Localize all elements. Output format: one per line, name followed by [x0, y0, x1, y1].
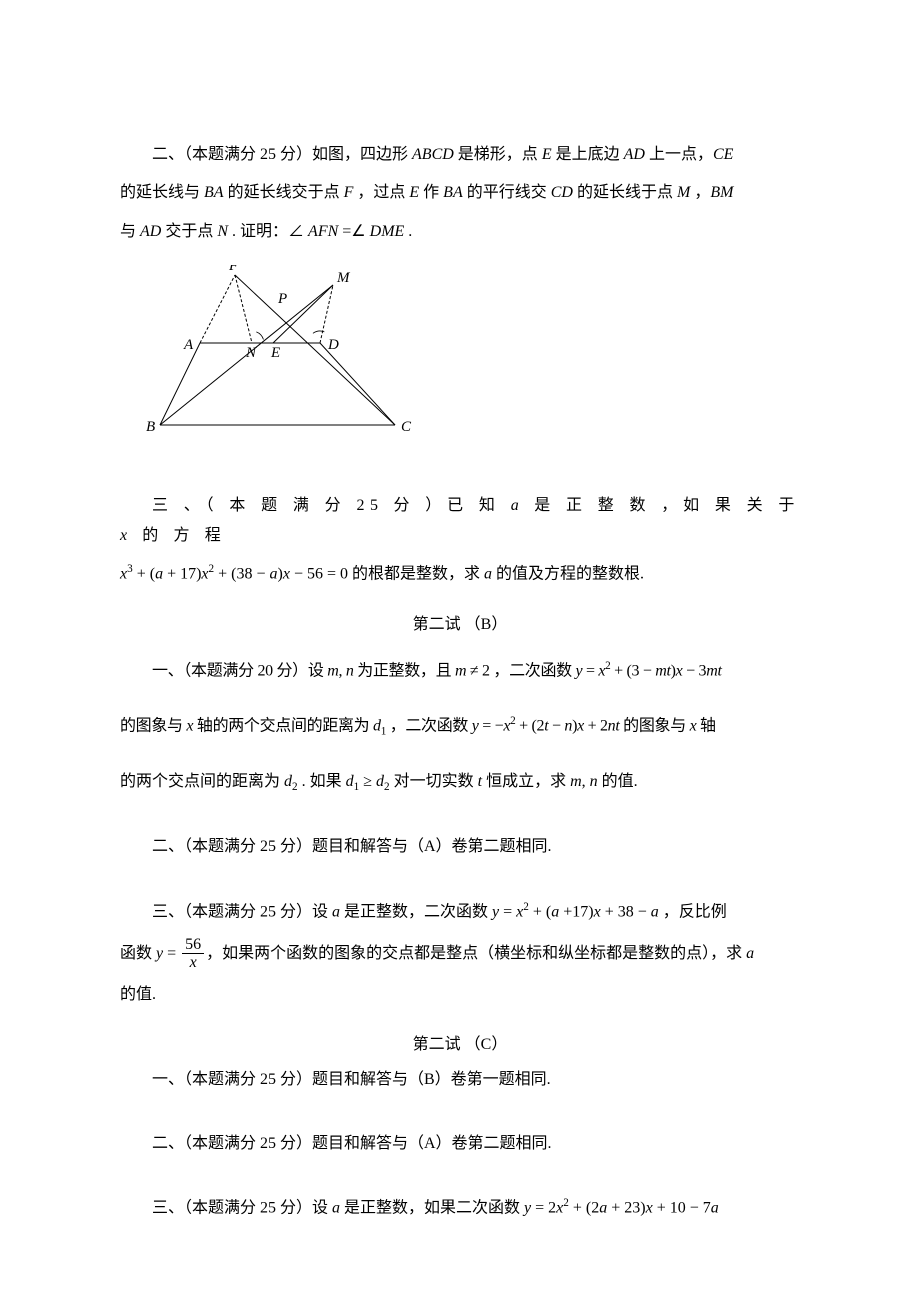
problem-3b-line2-pre: 函数 y =: [120, 944, 180, 961]
svg-text:A: A: [183, 337, 194, 353]
problem-3c: 三、（本题满分 25 分）设 a 是正整数，如果二次函数 y = 2x2 + (…: [120, 1193, 800, 1224]
svg-text:M: M: [336, 270, 351, 286]
problem-3b-line3: 的值.: [120, 980, 800, 1010]
trapezoid-figure: B C A D EN F M P: [140, 265, 800, 456]
problem-3a-line1: 三 、（ 本 题 满 分 25 分 ）已 知 a 是 正 整 数 ，如 果 关 …: [120, 491, 800, 552]
problem-3a-line2: x3 + (a + 17)x2 + (38 − a)x − 56 = 0 的根都…: [120, 559, 800, 590]
problem-3b-line1: 三、（本题满分 25 分）设 a 是正整数，二次函数 y = x2 + (a +…: [120, 897, 800, 928]
section-c-title: 第二试 （C）: [120, 1030, 800, 1060]
svg-text:B: B: [146, 419, 155, 435]
problem-2c: 二、（本题满分 25 分）题目和解答与（A）卷第二题相同.: [120, 1129, 800, 1159]
svg-text:F: F: [228, 265, 239, 274]
svg-text:C: C: [401, 419, 412, 435]
problem-1b-line3: 的两个交点间的距离为 d2 . 如果 d1 ≥ d2 对一切实数 t 恒成立，求…: [120, 767, 800, 798]
problem-3b-line2: 函数 y = 56x，如果两个函数的图象的交点都是整点（横坐标和纵坐标都是整数的…: [120, 936, 800, 972]
svg-text:D: D: [327, 337, 339, 353]
problem-2a-line2: 的延长线与 BA 的延长线交于点 F ，过点 E 作 BA 的平行线交 CD 的…: [120, 178, 800, 208]
problem-1b-line1: 一、（本题满分 20 分）设 m, n 为正整数，且 m ≠ 2 ，二次函数 y…: [120, 656, 800, 687]
svg-text:P: P: [277, 291, 287, 307]
problem-2a-line1: 二、（本题满分 25 分）如图，四边形 ABCD 是梯形，点 E 是上底边 AD…: [120, 140, 800, 170]
problem-1c: 一、（本题满分 25 分）题目和解答与（B）卷第一题相同.: [120, 1065, 800, 1095]
fraction-56-over-x: 56x: [182, 936, 204, 972]
problem-2b: 二、（本题满分 25 分）题目和解答与（A）卷第二题相同.: [120, 832, 800, 862]
section-b-title: 第二试 （B）: [120, 610, 800, 640]
svg-text:E: E: [270, 345, 280, 361]
svg-text:N: N: [245, 345, 257, 361]
problem-1b-line2: 的图象与 x 轴的两个交点间的距离为 d1 ，二次函数 y = −x2 + (2…: [120, 711, 800, 743]
geometry-diagram: B C A D EN F M P: [140, 265, 420, 445]
problem-2a-line3: 与 AD 交于点 N . 证明：∠ AFN =∠ DME .: [120, 217, 800, 247]
problem-3b-line2-post: ，如果两个函数的图象的交点都是整点（横坐标和纵坐标都是整数的点），求 a: [206, 944, 754, 961]
